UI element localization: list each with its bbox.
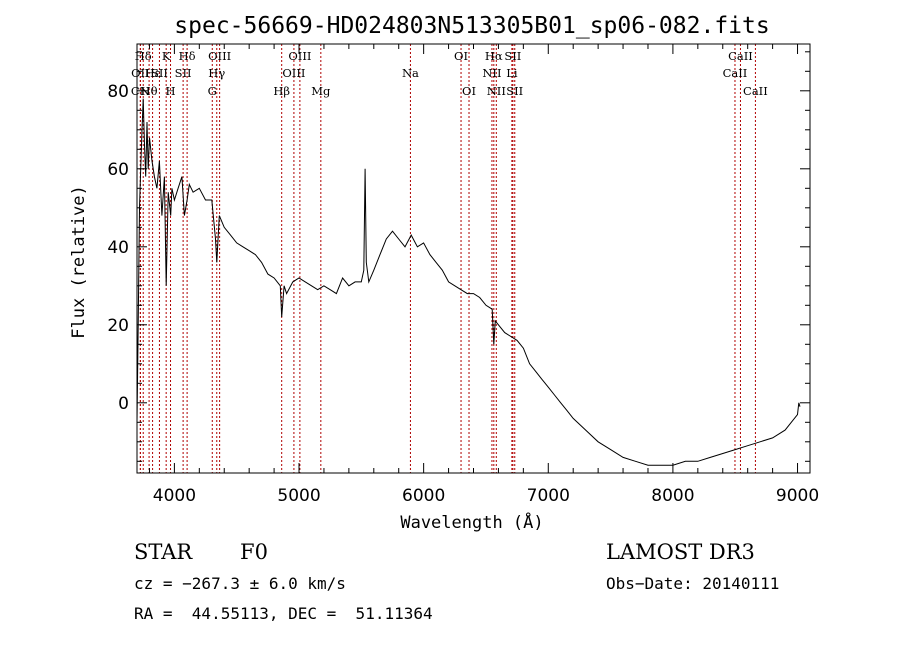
line-label-21: SII	[504, 49, 521, 63]
line-label-1: OII	[131, 66, 150, 80]
y-axis-label: Flux (relative)	[69, 185, 89, 339]
line-label-14: OIII	[288, 49, 311, 63]
x-tick-label-0: 4000	[153, 486, 196, 506]
line-label-6: SII	[151, 66, 168, 80]
x-tick-label-5: 9000	[776, 486, 819, 506]
redshift-label: cz = −267.3 ± 6.0 km/s	[134, 574, 346, 593]
x-tick-label-2: 6000	[402, 486, 445, 506]
chart-title: spec-56669-HD024803N513305B01_sp06-082.f…	[174, 13, 769, 39]
plot-frame	[136, 43, 811, 474]
line-label-28: CaII	[743, 84, 768, 98]
line-label-10: OIII	[208, 49, 231, 63]
subclass-label: F0	[240, 540, 268, 564]
line-label-13: Hβ	[273, 84, 290, 98]
line-label-5: Hθ	[141, 84, 158, 98]
line-label-4: Hε	[145, 66, 161, 80]
coordinates-label: RA = 44.55113, DEC = 51.11364	[134, 604, 433, 623]
y-tick-label-1: 20	[107, 316, 129, 336]
y-tick-label-3: 60	[107, 160, 129, 180]
line-label-11: Hγ	[208, 66, 225, 80]
line-label-17: Na	[402, 66, 419, 80]
line-label-8: Hδ	[179, 49, 196, 63]
line-label-27: CaII	[723, 66, 748, 80]
object-class-label: STAR	[134, 540, 193, 564]
line-label-15: OIII	[282, 66, 305, 80]
line-label-24: NII	[487, 84, 506, 98]
y-tick-label-0: 0	[118, 394, 129, 414]
line-label-19: OI	[462, 84, 476, 98]
y-tick-label-2: 40	[107, 238, 129, 258]
y-tick-label-4: 80	[107, 82, 129, 102]
line-label-18: OI	[454, 49, 468, 63]
x-axis-ticks: 4000 5000 6000 7000 8000 9000	[148, 44, 819, 506]
flux-series-line	[136, 98, 801, 466]
survey-label: LAMOST DR3	[606, 540, 755, 564]
line-label-22: NII	[482, 66, 501, 80]
line-label-25: SII	[506, 84, 523, 98]
x-tick-label-4: 8000	[651, 486, 694, 506]
x-tick-label-3: 7000	[527, 486, 570, 506]
line-label-20: Hα	[485, 49, 503, 63]
x-tick-label-1: 5000	[277, 486, 320, 506]
line-label-0: Hδ	[135, 49, 152, 63]
obs-date-label: Obs−Date: 20140111	[606, 574, 780, 593]
line-label-3: K	[162, 49, 171, 63]
x-axis-label: Wavelength (Å)	[400, 511, 543, 533]
line-label-23: Li	[506, 66, 518, 80]
line-label-16: Mg	[311, 84, 331, 98]
spectral-line-markers	[139, 44, 756, 473]
line-label-9: SII	[175, 66, 192, 80]
line-label-12: G	[208, 84, 217, 98]
y-axis-ticks: 0 20 40 60 80	[107, 51, 810, 462]
line-label-26: CaII	[728, 49, 753, 63]
line-label-7: H	[166, 84, 176, 98]
